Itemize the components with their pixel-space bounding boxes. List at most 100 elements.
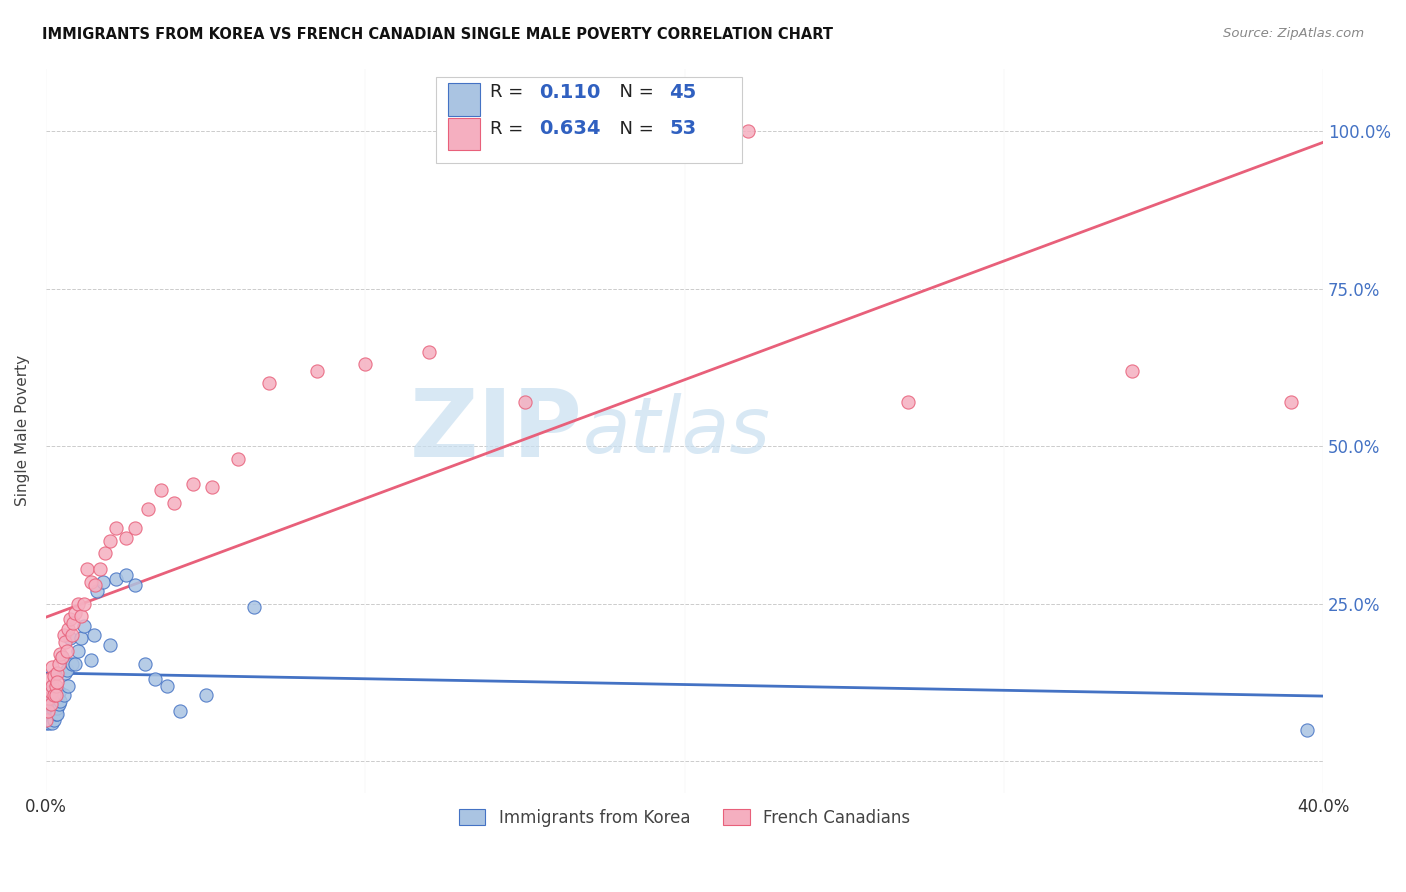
Point bbox=[143, 673, 166, 687]
Point bbox=[41, 679, 63, 693]
Point bbox=[98, 638, 121, 652]
Point bbox=[42, 688, 65, 702]
Point bbox=[86, 584, 108, 599]
Point bbox=[1279, 395, 1302, 409]
Text: N =: N = bbox=[607, 120, 659, 137]
Point bbox=[149, 483, 172, 498]
Point bbox=[76, 562, 98, 576]
Point bbox=[59, 612, 82, 626]
Point bbox=[38, 673, 60, 687]
Point bbox=[737, 124, 759, 138]
Text: N =: N = bbox=[607, 84, 659, 102]
Point bbox=[70, 632, 93, 646]
Point bbox=[156, 679, 179, 693]
Text: 0.634: 0.634 bbox=[538, 120, 600, 138]
Legend: Immigrants from Korea, French Canadians: Immigrants from Korea, French Canadians bbox=[450, 800, 920, 835]
Point bbox=[52, 628, 75, 642]
Point bbox=[79, 574, 101, 589]
Point bbox=[105, 572, 128, 586]
Y-axis label: Single Male Poverty: Single Male Poverty bbox=[15, 355, 30, 506]
Point bbox=[52, 688, 75, 702]
Point bbox=[163, 496, 186, 510]
Point bbox=[124, 521, 146, 535]
Point bbox=[45, 688, 67, 702]
Point bbox=[354, 358, 377, 372]
Point bbox=[58, 622, 80, 636]
Point bbox=[609, 124, 631, 138]
Point bbox=[242, 599, 264, 614]
Text: atlas: atlas bbox=[582, 392, 770, 468]
Point bbox=[53, 634, 76, 648]
Point bbox=[1296, 723, 1319, 737]
Point bbox=[79, 653, 101, 667]
Point bbox=[93, 574, 115, 589]
Point bbox=[35, 716, 58, 731]
Point bbox=[39, 706, 62, 721]
Point bbox=[60, 657, 83, 671]
Point bbox=[41, 659, 63, 673]
Point bbox=[38, 700, 60, 714]
Text: R =: R = bbox=[491, 84, 530, 102]
Point bbox=[105, 521, 128, 535]
Point bbox=[63, 657, 86, 671]
Point bbox=[98, 533, 121, 548]
Point bbox=[73, 597, 96, 611]
Point bbox=[48, 698, 70, 712]
Point bbox=[41, 716, 63, 731]
FancyBboxPatch shape bbox=[449, 83, 481, 116]
Point bbox=[46, 666, 69, 681]
Text: IMMIGRANTS FROM KOREA VS FRENCH CANADIAN SINGLE MALE POVERTY CORRELATION CHART: IMMIGRANTS FROM KOREA VS FRENCH CANADIAN… bbox=[42, 27, 834, 42]
Point bbox=[49, 647, 72, 661]
Point bbox=[45, 679, 67, 693]
FancyBboxPatch shape bbox=[436, 78, 742, 162]
Point bbox=[38, 691, 60, 706]
Point bbox=[62, 615, 84, 630]
Point bbox=[46, 700, 69, 714]
Point bbox=[51, 650, 73, 665]
Point bbox=[134, 657, 156, 671]
Point bbox=[114, 531, 136, 545]
Point bbox=[84, 578, 107, 592]
Point bbox=[42, 669, 65, 683]
Point bbox=[89, 562, 111, 576]
Point bbox=[307, 364, 329, 378]
Point bbox=[70, 609, 93, 624]
Point bbox=[73, 619, 96, 633]
Point bbox=[45, 694, 67, 708]
Text: Source: ZipAtlas.com: Source: ZipAtlas.com bbox=[1223, 27, 1364, 40]
Point bbox=[45, 706, 67, 721]
Point bbox=[39, 685, 62, 699]
Point bbox=[48, 685, 70, 699]
Point bbox=[226, 451, 249, 466]
Point bbox=[60, 628, 83, 642]
Point bbox=[35, 713, 58, 727]
Point bbox=[201, 480, 224, 494]
Point bbox=[41, 679, 63, 693]
Point bbox=[49, 694, 72, 708]
Point bbox=[181, 477, 204, 491]
Point bbox=[83, 628, 105, 642]
Point bbox=[46, 675, 69, 690]
FancyBboxPatch shape bbox=[449, 118, 481, 151]
Point bbox=[124, 578, 146, 592]
Point bbox=[513, 395, 536, 409]
Point bbox=[39, 691, 62, 706]
Point bbox=[42, 704, 65, 718]
Point bbox=[897, 395, 920, 409]
Point bbox=[136, 502, 159, 516]
Point bbox=[51, 650, 73, 665]
Text: ZIP: ZIP bbox=[409, 384, 582, 476]
Point bbox=[55, 663, 77, 677]
Point bbox=[46, 706, 69, 721]
Text: 0.110: 0.110 bbox=[538, 83, 600, 102]
Point bbox=[94, 546, 117, 560]
Point bbox=[45, 688, 67, 702]
Point bbox=[48, 657, 70, 671]
Point bbox=[59, 632, 82, 646]
Point bbox=[63, 606, 86, 620]
Point bbox=[169, 704, 191, 718]
Text: R =: R = bbox=[491, 120, 530, 137]
Point bbox=[66, 644, 89, 658]
Point bbox=[55, 644, 77, 658]
Point bbox=[1121, 364, 1143, 378]
